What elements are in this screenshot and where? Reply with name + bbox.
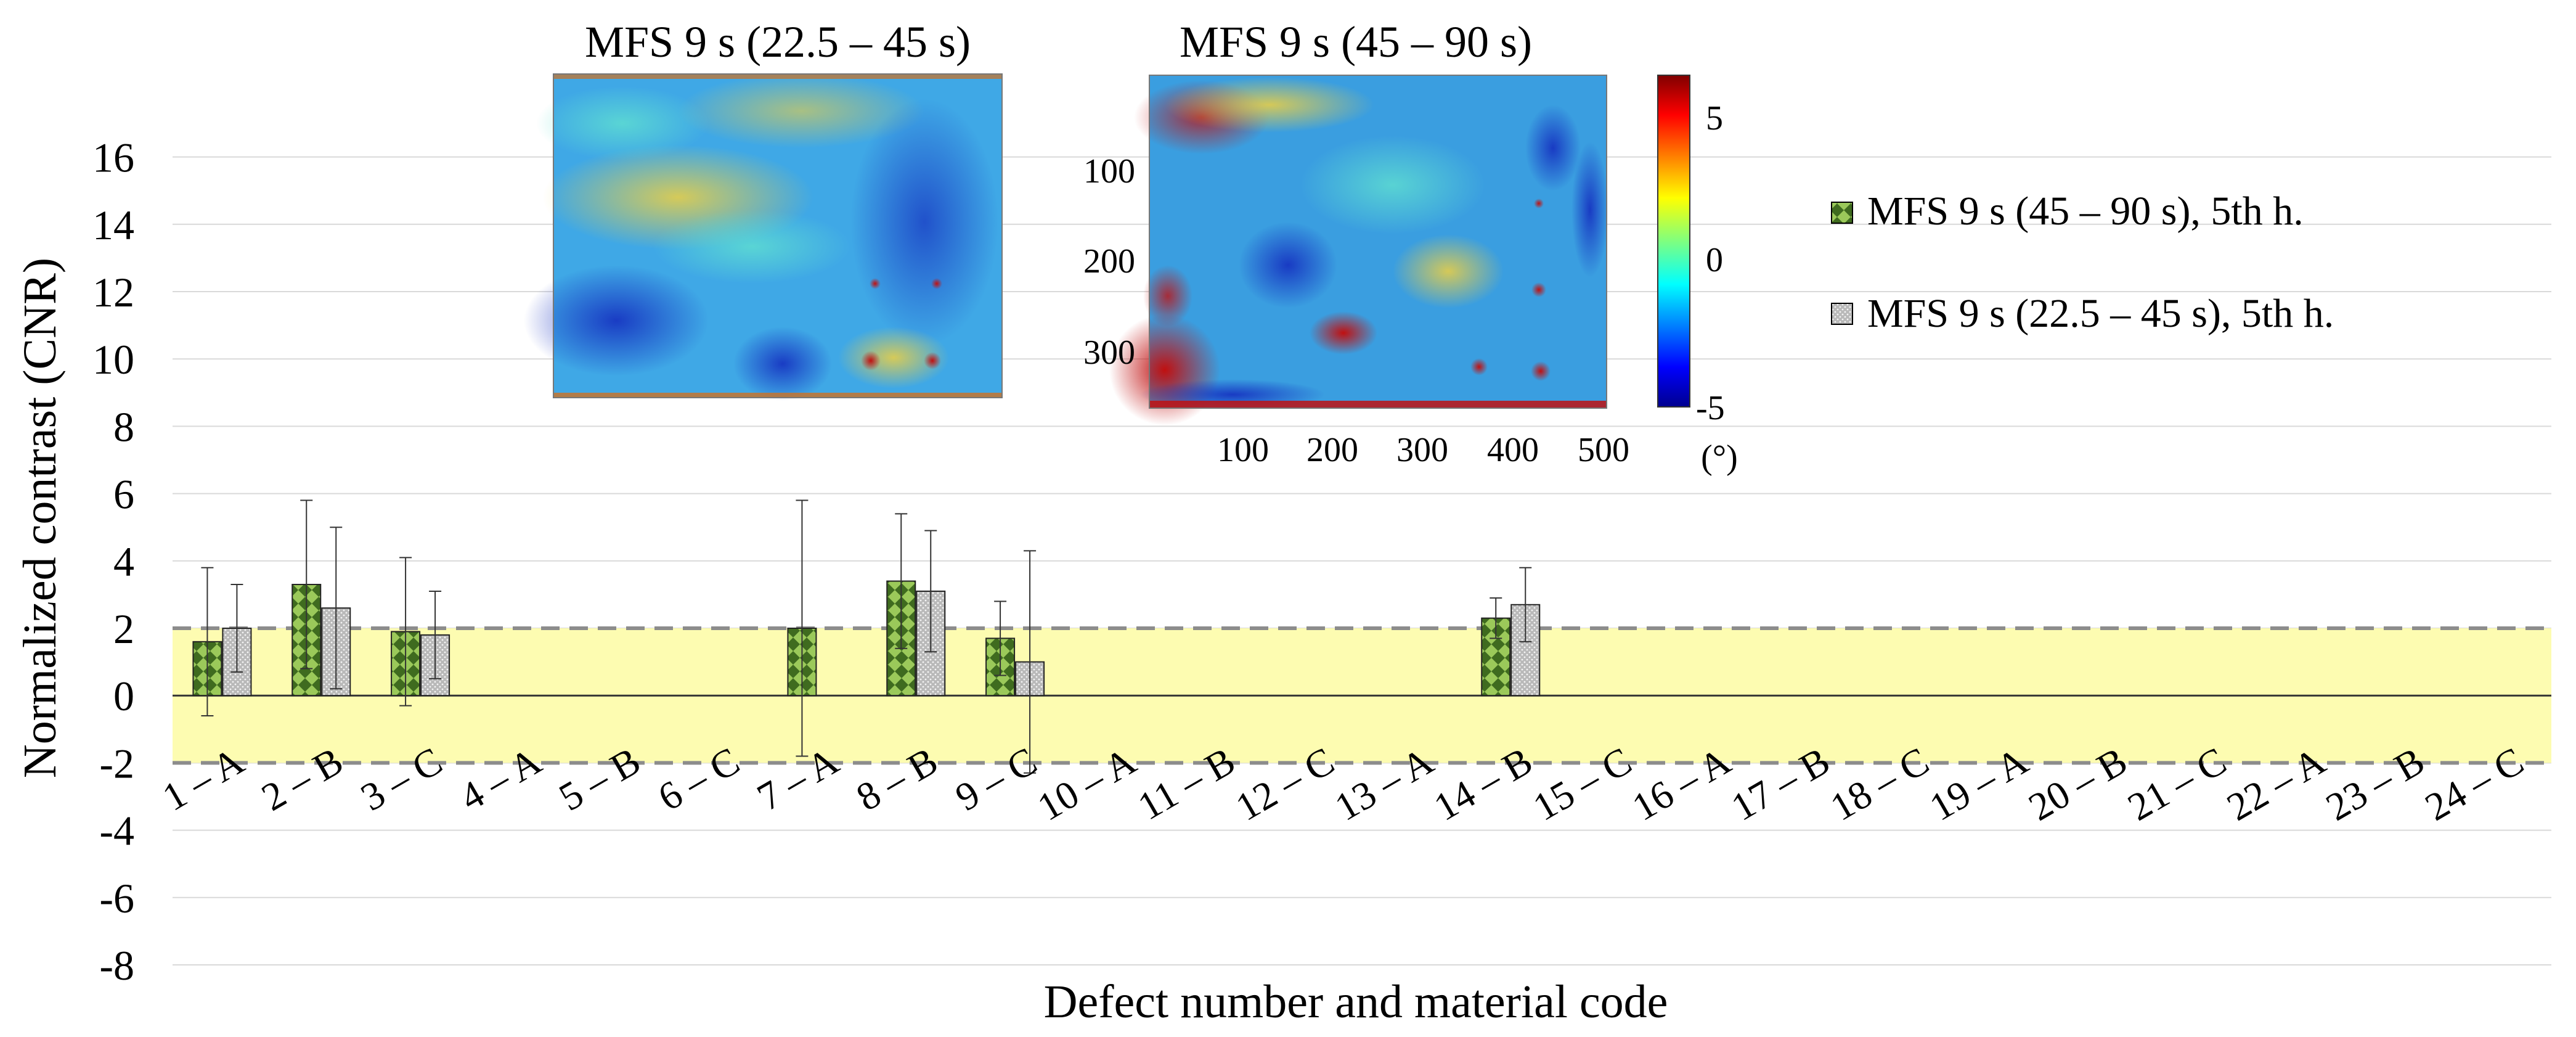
colorbar-tick: -5: [1696, 389, 1725, 427]
error-bar-series-1: [994, 600, 1007, 676]
inset-left-map: [524, 73, 1003, 401]
error-bar-series-1: [399, 557, 412, 707]
inset-y-tick: 100: [1083, 152, 1135, 191]
error-bar-series-2: [230, 584, 243, 673]
inset-left-title: MFS 9 s (22.5 – 45 s): [585, 17, 971, 67]
colorbar: [1657, 75, 1690, 408]
inset-x-tick: 100: [1217, 431, 1269, 469]
inset-x-tick: 500: [1578, 431, 1629, 469]
y-tick-label: 14: [92, 202, 134, 248]
inset-y-tick: 300: [1083, 334, 1135, 372]
error-bar-series-1: [201, 567, 214, 716]
colorbar-unit: (°): [1701, 438, 1738, 477]
error-bar-series-2: [1519, 567, 1532, 642]
legend-swatch-series-2: [1831, 303, 1853, 325]
inset-left: MFS 9 s (22.5 – 45 s): [524, 17, 1003, 401]
legend: MFS 9 s (45 – 90 s), 5th h. MFS 9 s (22.…: [1831, 189, 2334, 336]
inset-y-tick: 200: [1083, 242, 1135, 281]
error-bar-series-1: [796, 499, 809, 757]
inset-x-tick: 200: [1306, 431, 1358, 469]
y-tick-label: 6: [113, 471, 134, 518]
error-bar-series-1: [1490, 597, 1502, 639]
y-tick-label: 16: [92, 134, 134, 181]
y-tick-label: 2: [113, 605, 134, 652]
y-tick-label: 10: [92, 336, 134, 383]
legend-label-series-2: MFS 9 s (22.5 – 45 s), 5th h.: [1867, 291, 2334, 336]
y-tick-labels: -8 -6 -4 -2 0 2 4 6 8 10 12 14 16: [92, 134, 134, 989]
error-bar-series-2: [330, 527, 343, 690]
error-bar-series-2: [1024, 550, 1037, 774]
y-tick-label: 4: [113, 538, 134, 585]
bars: [192, 499, 1541, 774]
error-bar-series-1: [300, 499, 313, 670]
error-bar-series-1: [895, 513, 908, 649]
inset-right: MFS 9 s (45 – 90 s) 100 200 300 100 200: [1083, 17, 1738, 477]
colorbar-tick: 5: [1706, 99, 1723, 137]
inset-x-tick: 300: [1396, 431, 1448, 469]
inset-x-tick: 400: [1487, 431, 1539, 469]
y-tick-label: 0: [113, 673, 134, 719]
threshold-band: [173, 626, 2551, 765]
legend-label-series-1: MFS 9 s (45 – 90 s), 5th h.: [1867, 189, 2304, 234]
y-axis-label: Normalized contrast (CNR): [14, 258, 66, 778]
error-bar-series-2: [924, 530, 937, 653]
y-tick-label: -4: [99, 808, 134, 855]
legend-swatch-series-1: [1831, 202, 1853, 224]
y-tick-label: 8: [113, 403, 134, 450]
inset-right-map: [1109, 75, 1608, 425]
y-tick-label: -6: [99, 875, 134, 922]
y-tick-label: -2: [99, 740, 134, 787]
y-tick-label: -8: [99, 942, 134, 989]
x-axis-label: Defect number and material code: [1044, 976, 1668, 1028]
colorbar-tick: 0: [1706, 241, 1723, 279]
inset-right-title: MFS 9 s (45 – 90 s): [1180, 17, 1532, 67]
y-tick-label: 12: [92, 269, 134, 316]
error-bar-series-2: [429, 590, 442, 679]
